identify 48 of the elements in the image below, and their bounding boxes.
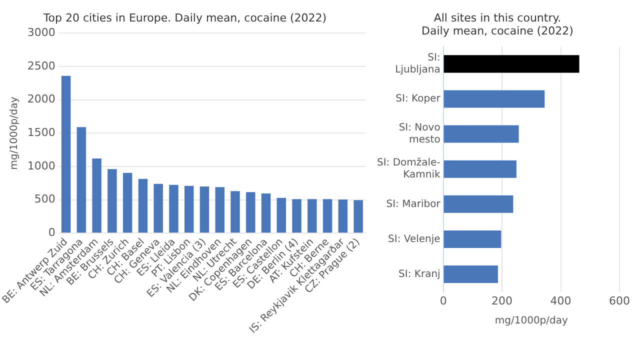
x-axis-title: mg/1000p/day [494,316,568,327]
bar [108,169,117,233]
bar [184,186,194,233]
y-tick-label: SI: Velenje [388,234,440,245]
y-tick-label: 3000 [27,26,56,40]
x-tick-label: 200 [492,294,513,308]
bar [308,199,317,233]
y-tick-label: SI: Domžale-Kamnik [376,158,441,181]
bar [444,55,580,73]
bar [338,200,348,233]
bar [322,199,332,233]
bar [76,127,86,233]
y-tick-label: 500 [34,192,56,206]
y-tick-label: SI: Kranj [398,268,440,280]
bar [444,195,514,213]
bar [230,191,240,233]
bar [354,200,363,233]
bar [292,199,302,233]
bar [200,186,210,233]
bar [122,172,132,233]
bar [444,125,519,143]
bar [444,266,498,284]
y-tick-label: 1500 [27,126,56,140]
y-tick-label: 1000 [27,159,56,172]
y-tick-label: SI: Novo mesto [398,122,440,146]
chart-title: All sites in this country. Daily mean, cocaine (2022) [422,11,574,38]
x-tick-label: 600 [609,294,630,308]
bar [215,187,224,233]
bar [154,184,163,233]
bar [444,160,516,178]
y-tick-label: 2500 [27,59,56,72]
bar [92,158,102,233]
bar [169,184,178,233]
y-tick-label: 2000 [27,92,56,106]
bar [444,230,502,248]
bar [246,192,256,233]
y-tick-label: SI: Ljubljana [395,52,440,76]
y-tick-label: SI: Maribor [386,198,442,210]
bar [261,194,271,233]
y-tick-label: SI: Koper [396,94,442,105]
bar [61,76,71,233]
bar [444,90,545,108]
y-tick-label: 0 [48,226,56,240]
x-tick-label: 400 [550,294,572,308]
y-axis-title: mg/1000p/day [8,96,20,170]
bar [138,178,148,233]
bar [276,198,286,233]
chart-title: Top 20 cities in Europe. Daily mean, cocaine (2022) [42,11,327,24]
